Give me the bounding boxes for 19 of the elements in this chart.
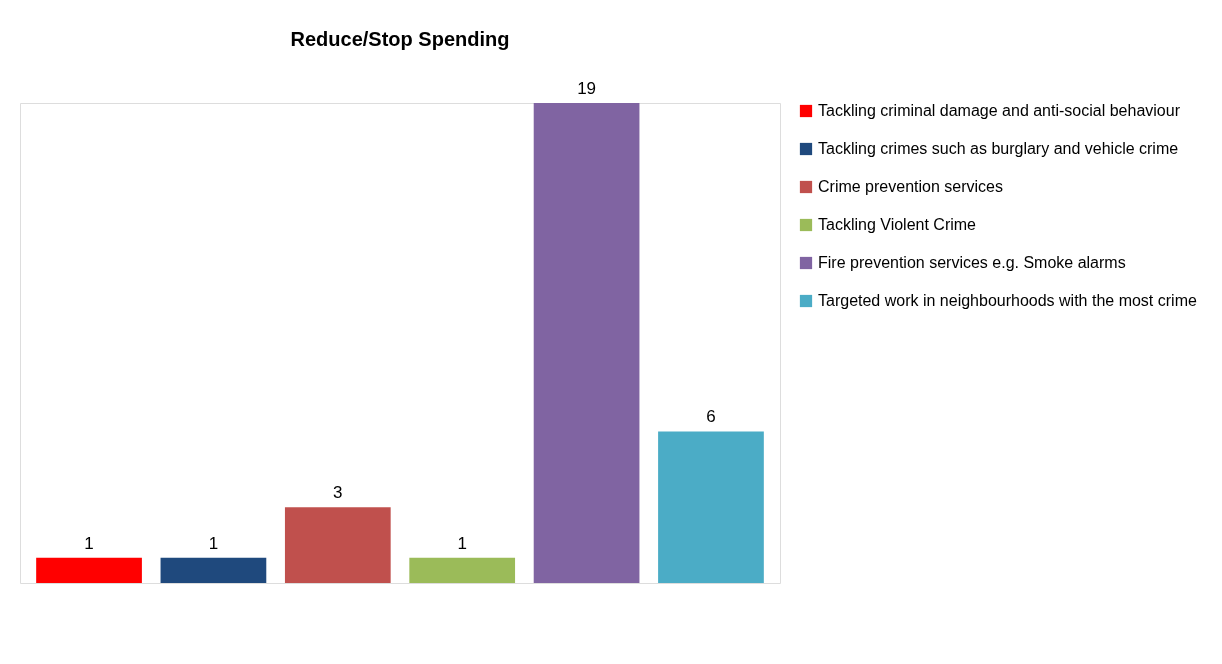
data-label: 1: [457, 533, 467, 553]
bar: [36, 557, 142, 583]
legend-label: Fire prevention services e.g. Smoke alarms: [818, 254, 1126, 271]
legend-label: Crime prevention services: [818, 178, 1003, 195]
data-label: 6: [706, 407, 716, 427]
legend-label: Targeted work in neighbourhoods with the most crime: [818, 292, 1197, 309]
data-label: 1: [208, 533, 219, 553]
bar: [658, 431, 764, 583]
legend-label: Tackling crimes such as burglary and vehicle crime: [818, 140, 1179, 157]
data-label: 19: [577, 79, 597, 98]
data-label: 3: [333, 483, 343, 503]
legend-label: Tackling criminal damage and anti-social behaviour: [818, 102, 1181, 119]
data-label: 1: [84, 533, 94, 553]
bar: [533, 103, 640, 583]
bar: [160, 557, 267, 583]
legend-label: Tackling Violent Crime: [818, 216, 977, 233]
bar: [284, 507, 391, 583]
bar: [409, 557, 516, 583]
chart-title: Reduce/Stop Spending: [290, 28, 510, 50]
